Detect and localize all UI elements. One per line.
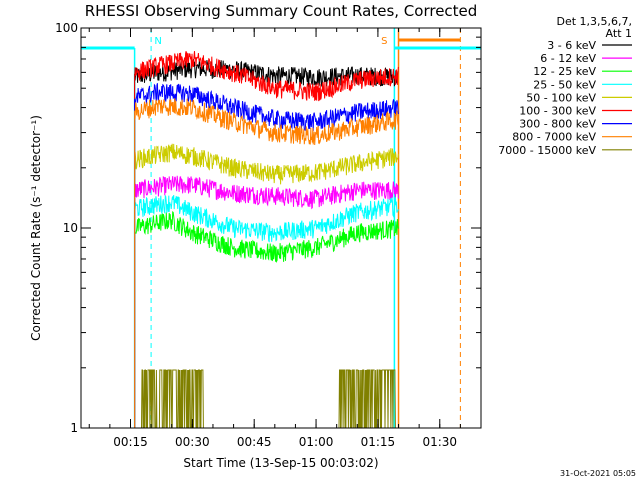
legend-label-4: 50 - 100 keV <box>526 91 596 104</box>
series-line-8 <box>134 369 399 429</box>
axis-ticks: 00:15 00:30 00:45 01:00 01:15 01:30 1 10 100 <box>55 21 482 449</box>
x-tick-label-0: 00:15 <box>113 435 148 449</box>
chart-title: RHESSI Observing Summary Count Rates, Co… <box>85 2 478 20</box>
y-axis-label: Corrected Count Rate (s⁻¹ detector⁻¹) <box>29 115 43 341</box>
annotation-s: S <box>381 36 387 47</box>
legend-label-3: 25 - 50 keV <box>533 78 596 91</box>
series-line-3 <box>134 194 399 428</box>
series-line-2 <box>134 210 399 428</box>
legend-label-2: 12 - 25 keV <box>533 65 596 78</box>
x-tick-label-3: 01:00 <box>299 435 334 449</box>
generated-timestamp: 31-Oct-2021 05:05 <box>560 469 636 478</box>
series-line-5 <box>134 50 399 428</box>
legend-label-5: 100 - 300 keV <box>519 105 596 118</box>
legend-header-line-1: Det 1,3,5,6,7, <box>556 15 632 28</box>
series-line-7 <box>134 98 399 428</box>
y-tick-label-0: 1 <box>70 421 78 435</box>
series-line-6 <box>134 83 399 428</box>
legend-label-1: 6 - 12 keV <box>540 52 596 65</box>
x-tick-label-5: 01:30 <box>422 435 457 449</box>
legend-label-7: 800 - 7000 keV <box>512 131 596 144</box>
y-tick-label-2: 100 <box>55 21 78 35</box>
legend-label-8: 7000 - 15000 keV <box>498 144 596 157</box>
legend-header-line-2: Att 1 <box>606 27 632 40</box>
x-tick-label-4: 01:15 <box>361 435 396 449</box>
series-line-4 <box>134 143 399 428</box>
x-tick-label-1: 00:30 <box>175 435 210 449</box>
y-tick-label-1: 10 <box>63 221 78 235</box>
legend-label-0: 3 - 6 keV <box>547 39 596 52</box>
series-line-1 <box>134 175 399 428</box>
x-tick-label-2: 00:45 <box>237 435 272 449</box>
legend-label-6: 300 - 800 keV <box>519 118 596 131</box>
annotation-n: N <box>154 36 161 47</box>
x-axis-label: Start Time (13-Sep-15 00:03:02) <box>183 456 378 470</box>
